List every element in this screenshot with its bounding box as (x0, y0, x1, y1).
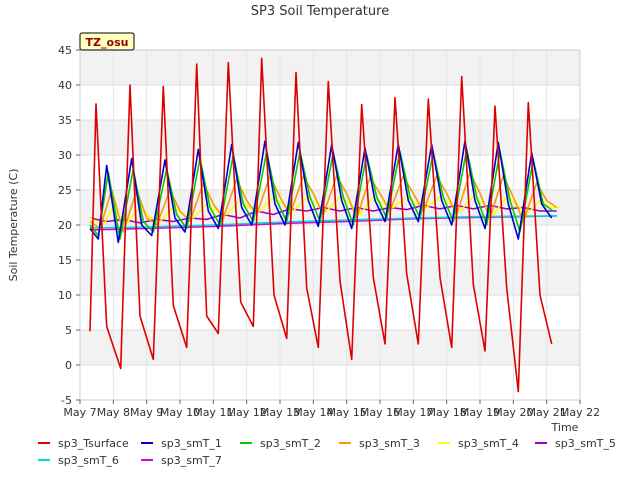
legend-label: sp3_smT_6 (58, 454, 119, 467)
legend-item-sp3_smT_7: sp3_smT_7 (141, 454, 222, 467)
plot-band (80, 120, 580, 155)
x-tick-label: May 8 (97, 406, 130, 419)
x-tick-label: May 20 (493, 406, 533, 419)
legend-label: sp3_smT_1 (161, 437, 222, 450)
x-tick-label: May 15 (327, 406, 367, 419)
series-line-sp3_Tsurface (89, 57, 553, 393)
legend-label: sp3_smT_3 (359, 437, 420, 450)
legend-label: sp3_smT_7 (161, 454, 222, 467)
tz-badge-box (79, 32, 135, 51)
legend-label: sp3_smT_2 (260, 437, 321, 450)
legend-item-sp3_smT_1: sp3_smT_1 (141, 437, 222, 450)
x-tick-label: May 22 (560, 406, 600, 419)
y-tick-label: 30 (58, 149, 72, 162)
series-lines (89, 57, 560, 393)
x-tick-label: May 16 (360, 406, 400, 419)
y-tick-label: 40 (58, 79, 72, 92)
y-tick-label: 0 (65, 359, 72, 372)
legend-label: sp3_smT_4 (458, 437, 519, 450)
plot-band (80, 330, 580, 365)
x-tick-label: May 7 (63, 406, 96, 419)
legend-label: sp3_smT_5 (555, 437, 616, 450)
legend-item-sp3_smT_6: sp3_smT_6 (38, 454, 119, 467)
legend-item-sp3_smT_5: sp3_smT_5 (535, 437, 616, 450)
y-tick-label: -5 (61, 394, 72, 407)
x-tick-label: May 9 (130, 406, 163, 419)
y-axis-ticks: -5 0 5 10 15 20 25 30 35 40 45 (58, 44, 80, 407)
legend-item-sp3_smT_2: sp3_smT_2 (240, 437, 321, 450)
x-tick-label: May 13 (260, 406, 300, 419)
y-axis-label: Soil Temperature (C) (7, 169, 20, 282)
chart-title: SP3 Soil Temperature (251, 4, 389, 19)
legend: sp3_Tsurface sp3_smT_1 sp3_smT_2 sp3_smT_3 s… (38, 437, 616, 467)
x-tick-label: May 21 (527, 406, 567, 419)
tz-badge-label: TZ_osu (86, 36, 129, 49)
x-tick-label: May 18 (427, 406, 467, 419)
x-tick-label: May 17 (393, 406, 433, 419)
plot-band (80, 50, 580, 85)
x-tick-label: May 14 (293, 406, 333, 419)
x-tick-label: May 19 (460, 406, 500, 419)
y-tick-label: 35 (58, 114, 72, 127)
legend-label: sp3_Tsurface (58, 437, 129, 450)
x-tick-label: May 10 (160, 406, 200, 419)
y-tick-label: 15 (58, 254, 72, 267)
legend-item-sp3_Tsurface: sp3_Tsurface (38, 437, 129, 450)
y-tick-label: 20 (58, 219, 72, 232)
x-tick-label: May 11 (193, 406, 233, 419)
y-tick-label: 10 (58, 289, 72, 302)
legend-item-sp3_smT_3: sp3_smT_3 (339, 437, 420, 450)
x-axis-label: Time (551, 421, 579, 434)
y-tick-label: 45 (58, 44, 72, 57)
tz-badge: TZ_osu (79, 32, 135, 51)
plot-band (80, 260, 580, 295)
series-line-sp3_smT_1 (89, 140, 553, 244)
legend-item-sp3_smT_4: sp3_smT_4 (438, 437, 519, 450)
x-tick-label: May 12 (227, 406, 267, 419)
y-tick-label: 25 (58, 184, 72, 197)
y-tick-label: 5 (65, 324, 72, 337)
